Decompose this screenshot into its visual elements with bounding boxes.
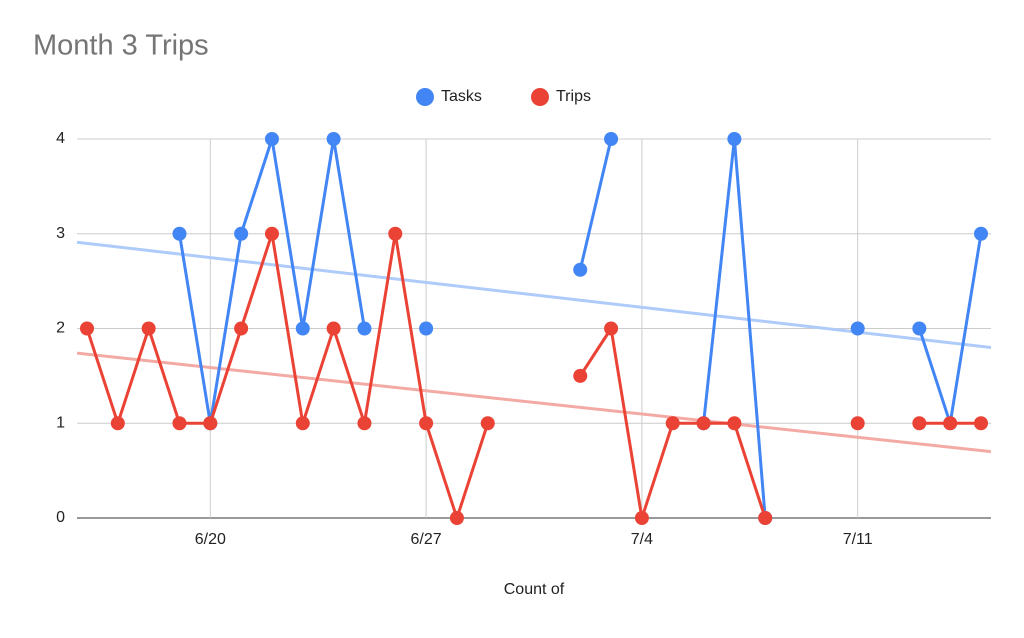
data-point bbox=[727, 416, 742, 431]
data-point bbox=[110, 416, 125, 431]
data-point bbox=[172, 226, 187, 241]
chart-title: Month 3 Trips bbox=[33, 30, 209, 62]
legend-marker bbox=[416, 88, 434, 106]
data-point bbox=[388, 226, 403, 241]
x-tick-label: 6/27 bbox=[411, 531, 442, 548]
legend-marker bbox=[531, 88, 549, 106]
data-point bbox=[357, 321, 372, 336]
data-point bbox=[573, 368, 588, 383]
data-point bbox=[326, 321, 341, 336]
x-tick-label: 7/11 bbox=[843, 531, 873, 548]
data-point bbox=[604, 132, 619, 146]
y-tick-label: 0 bbox=[56, 509, 65, 526]
data-point bbox=[634, 511, 649, 525]
y-tick-label: 4 bbox=[56, 130, 65, 147]
data-point bbox=[234, 226, 249, 241]
data-point bbox=[850, 416, 865, 431]
trendline bbox=[76, 240, 992, 349]
data-point bbox=[604, 321, 619, 336]
x-axis-label: Count of bbox=[504, 581, 565, 598]
data-point bbox=[758, 511, 773, 525]
y-tick-label: 3 bbox=[56, 225, 65, 242]
data-point bbox=[264, 132, 279, 146]
data-point bbox=[974, 416, 988, 431]
y-tick-label: 1 bbox=[56, 414, 65, 431]
x-tick-label: 7/4 bbox=[631, 531, 653, 548]
data-point bbox=[727, 132, 742, 146]
data-point bbox=[573, 262, 588, 277]
data-point bbox=[912, 321, 927, 336]
data-point bbox=[295, 321, 310, 336]
y-tick-label: 2 bbox=[56, 320, 65, 337]
data-point bbox=[419, 416, 434, 431]
data-point bbox=[696, 416, 711, 431]
data-point bbox=[912, 416, 927, 431]
legend-label: Tasks bbox=[441, 88, 482, 105]
data-point bbox=[141, 321, 156, 336]
data-point bbox=[974, 226, 988, 241]
data-point bbox=[203, 416, 218, 431]
data-point bbox=[357, 416, 372, 431]
data-point bbox=[234, 321, 249, 336]
x-tick-label: 6/20 bbox=[195, 531, 226, 548]
data-point bbox=[480, 416, 495, 431]
data-point bbox=[80, 321, 94, 336]
data-point bbox=[850, 321, 865, 336]
data-point bbox=[419, 321, 434, 336]
data-point bbox=[264, 226, 279, 241]
data-point bbox=[665, 416, 680, 431]
data-point bbox=[172, 416, 187, 431]
data-point bbox=[326, 132, 341, 146]
data-point bbox=[449, 511, 464, 525]
legend-label: Trips bbox=[556, 88, 591, 105]
data-point bbox=[295, 416, 310, 431]
data-point bbox=[943, 416, 958, 431]
